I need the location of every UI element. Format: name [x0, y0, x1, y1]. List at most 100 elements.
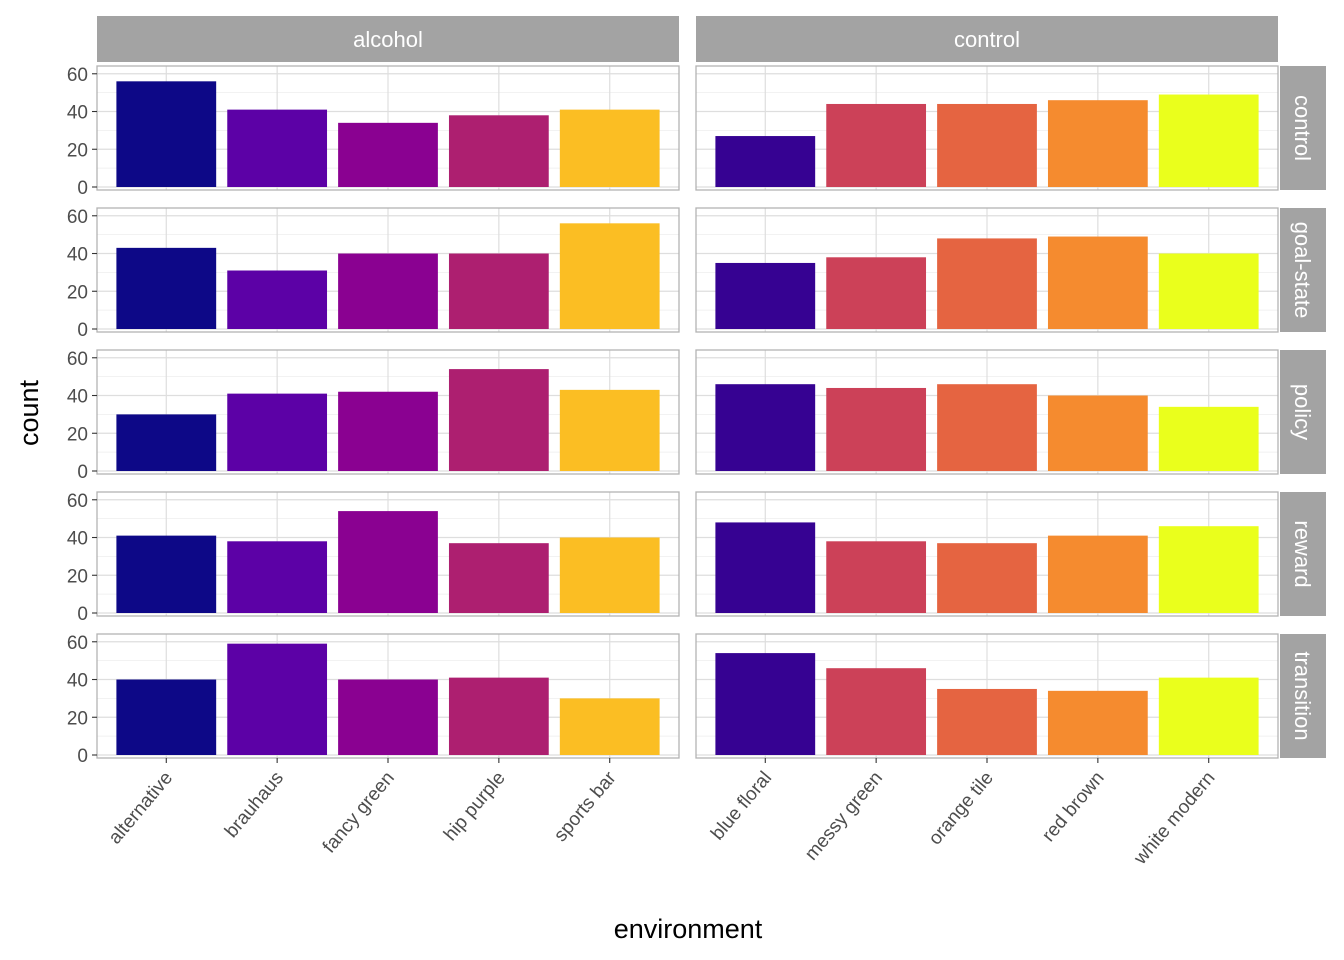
- y-tick-label: 0: [77, 462, 88, 483]
- panel-alcohol-goal-state: [96, 207, 680, 333]
- bar-control-goal-state-orange-tile: [937, 238, 1037, 329]
- x-tick-label: alternative: [105, 768, 177, 849]
- bar-alcohol-transition-hip-purple: [448, 677, 549, 755]
- bar-control-reward-blue-floral: [715, 522, 816, 613]
- panel-border: [96, 65, 680, 191]
- bar-control-goal-state-white-modern: [1158, 253, 1259, 329]
- bar-alcohol-policy-hip-purple: [448, 369, 549, 471]
- strip-label-alcohol: alcohol: [353, 27, 423, 52]
- panel-alcohol-reward: [96, 491, 680, 617]
- y-tick-label: 60: [67, 491, 88, 512]
- panel-border: [96, 491, 680, 617]
- y-tick-label: 20: [67, 282, 88, 303]
- strips-layer: alcohol control control goal-state policy rew…: [97, 16, 1326, 758]
- y-tick-label: 60: [67, 207, 88, 228]
- panel-alcohol-transition: [96, 633, 680, 759]
- bar-control-transition-blue-floral: [715, 653, 816, 755]
- bar-alcohol-policy-sports-bar: [559, 389, 660, 471]
- panel-border: [96, 349, 680, 475]
- strip-right-4: [1280, 634, 1326, 758]
- panel-control-policy: [695, 349, 1279, 475]
- bar-control-policy-white-modern: [1158, 406, 1259, 471]
- x-tick-label: brauhaus: [221, 768, 288, 842]
- y-tick-label: 40: [67, 103, 88, 124]
- y-tick-label: 0: [77, 604, 88, 625]
- y-tick-label: 20: [67, 708, 88, 729]
- y-tick-label: 40: [67, 671, 88, 692]
- y-tick-label: 0: [77, 178, 88, 199]
- bar-alcohol-control-hip-purple: [448, 115, 549, 187]
- bar-alcohol-control-sports-bar: [559, 109, 660, 187]
- x-tick-label: fancy green: [319, 768, 399, 858]
- bar-alcohol-goal-state-hip-purple: [448, 253, 549, 329]
- panel-border: [695, 207, 1279, 333]
- bar-control-control-white-modern: [1158, 94, 1259, 187]
- x-tick-label: red brown: [1038, 768, 1108, 846]
- panel-control-control: [695, 65, 1279, 191]
- bar-control-goal-state-messy-green: [826, 257, 927, 329]
- strip-right-3: [1280, 492, 1326, 616]
- bar-control-control-red-brown: [1047, 100, 1148, 187]
- panel-control-reward: [695, 491, 1279, 617]
- bar-control-control-orange-tile: [937, 103, 1037, 187]
- panel-alcohol-policy: [96, 349, 680, 475]
- bar-alcohol-reward-sports-bar: [559, 537, 660, 613]
- bar-control-policy-blue-floral: [715, 384, 816, 471]
- strip-label-control: control: [1290, 95, 1315, 161]
- bar-control-goal-state-blue-floral: [715, 262, 816, 329]
- bar-control-policy-messy-green: [826, 387, 927, 471]
- y-tick-label: 20: [67, 424, 88, 445]
- strip-right-1: [1280, 208, 1326, 332]
- x-tick-label: white modern: [1129, 768, 1219, 870]
- bar-control-transition-messy-green: [826, 668, 927, 755]
- bar-alcohol-goal-state-fancy-green: [338, 253, 438, 329]
- x-tick-label: hip purple: [440, 768, 510, 845]
- bar-control-policy-red-brown: [1047, 395, 1148, 471]
- y-tick-label: 40: [67, 387, 88, 408]
- y-tick-label: 0: [77, 320, 88, 341]
- bar-alcohol-control-brauhaus: [227, 109, 328, 187]
- bar-alcohol-control-fancy-green: [338, 122, 438, 187]
- bar-alcohol-policy-fancy-green: [338, 391, 438, 471]
- bar-control-policy-orange-tile: [937, 384, 1037, 471]
- bar-alcohol-policy-brauhaus: [227, 393, 328, 471]
- bar-alcohol-reward-brauhaus: [227, 541, 328, 613]
- bar-control-transition-red-brown: [1047, 690, 1148, 755]
- bar-control-reward-messy-green: [826, 541, 927, 613]
- bar-control-reward-white-modern: [1158, 526, 1259, 613]
- bar-control-control-messy-green: [826, 103, 927, 187]
- bar-control-transition-white-modern: [1158, 677, 1259, 755]
- strip-top-1: [696, 16, 1278, 62]
- panel-border: [695, 491, 1279, 617]
- bar-alcohol-reward-alternative: [116, 535, 217, 613]
- y-tick-label: 60: [67, 65, 88, 86]
- y-tick-label: 20: [67, 566, 88, 587]
- x-axis-title: environment: [614, 914, 763, 944]
- panel-border: [695, 349, 1279, 475]
- panels-layer: [96, 65, 1279, 759]
- x-tick-label: sports bar: [550, 767, 621, 846]
- bar-alcohol-transition-alternative: [116, 679, 217, 755]
- panel-alcohol-control: [96, 65, 680, 191]
- y-tick-label: 40: [67, 529, 88, 550]
- bar-alcohol-transition-brauhaus: [227, 643, 328, 755]
- y-tick-label: 60: [67, 633, 88, 654]
- strip-label-transition: transition: [1290, 651, 1315, 740]
- y-tick-label: 0: [77, 746, 88, 767]
- bar-control-reward-red-brown: [1047, 535, 1148, 613]
- y-axis-title: count: [14, 379, 44, 446]
- x-tick-label: orange tile: [925, 768, 998, 849]
- bar-control-reward-orange-tile: [937, 543, 1037, 613]
- y-tick-label: 60: [67, 349, 88, 370]
- panel-control-goal-state: [695, 207, 1279, 333]
- panel-control-transition: [695, 633, 1279, 759]
- bar-alcohol-transition-sports-bar: [559, 698, 660, 755]
- strip-right-0: [1280, 66, 1326, 190]
- bar-alcohol-goal-state-alternative: [116, 247, 217, 329]
- strip-label-goal-state: goal-state: [1290, 222, 1315, 319]
- y-tick-label: 20: [67, 140, 88, 161]
- bar-alcohol-reward-hip-purple: [448, 543, 549, 613]
- panel-border: [695, 65, 1279, 191]
- strip-label-control: control: [954, 27, 1020, 52]
